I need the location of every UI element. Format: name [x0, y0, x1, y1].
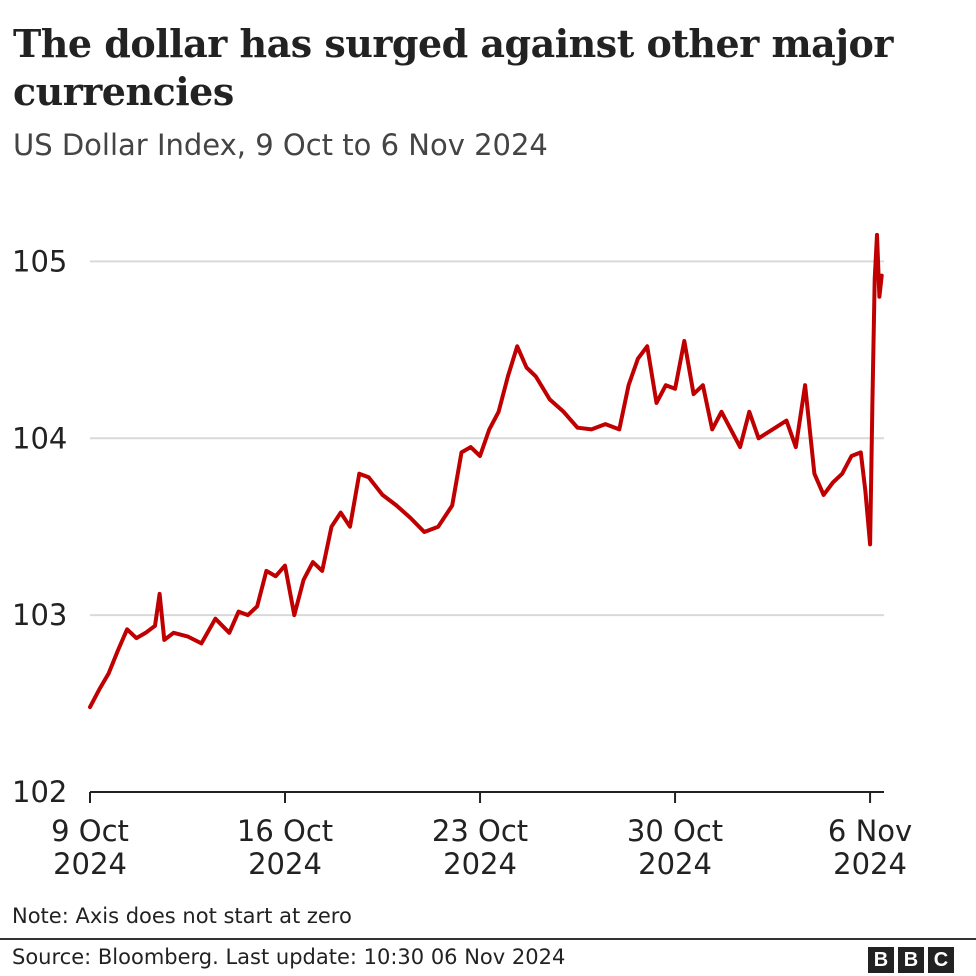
- bbc-logo-block: B: [898, 947, 924, 973]
- x-tick-label: 6 Nov 2024: [828, 814, 912, 881]
- series-layer: [88, 232, 884, 710]
- line-chart: 102 103 104 105 9 Oct 2024 16 Oct 2024 23 Oct 20…: [12, 232, 912, 881]
- y-tick-label: 102: [12, 775, 67, 809]
- x-tick-label: 16 Oct 2024: [237, 814, 333, 881]
- y-tick-label: 104: [12, 421, 67, 455]
- y-tick-label: 103: [12, 598, 67, 632]
- x-tick-label: 30 Oct 2024: [627, 814, 723, 881]
- bbc-logo-block: C: [928, 947, 954, 973]
- footer-divider: [0, 938, 976, 940]
- axis-note: Note: Axis does not start at zero: [12, 904, 352, 928]
- y-axis-tick-labels: 102 103 104 105: [12, 244, 67, 809]
- x-tick-label: 9 Oct 2024: [51, 814, 129, 881]
- bbc-logo: B B C: [868, 947, 954, 973]
- bbc-logo-block: B: [868, 947, 894, 973]
- chart-subtitle: US Dollar Index, 9 Oct to 6 Nov 2024: [13, 128, 548, 162]
- series-line: [88, 232, 884, 710]
- x-axis-tick-labels: 9 Oct 2024 16 Oct 2024 23 Oct 2024 30 Oct 2024 6…: [51, 792, 912, 881]
- x-tick-label: 23 Oct 2024: [432, 814, 528, 881]
- y-tick-label: 105: [12, 244, 67, 278]
- source-text: Source: Bloomberg. Last update: 10:30 06…: [12, 945, 566, 969]
- chart-title: The dollar has surged against other majo…: [13, 21, 893, 114]
